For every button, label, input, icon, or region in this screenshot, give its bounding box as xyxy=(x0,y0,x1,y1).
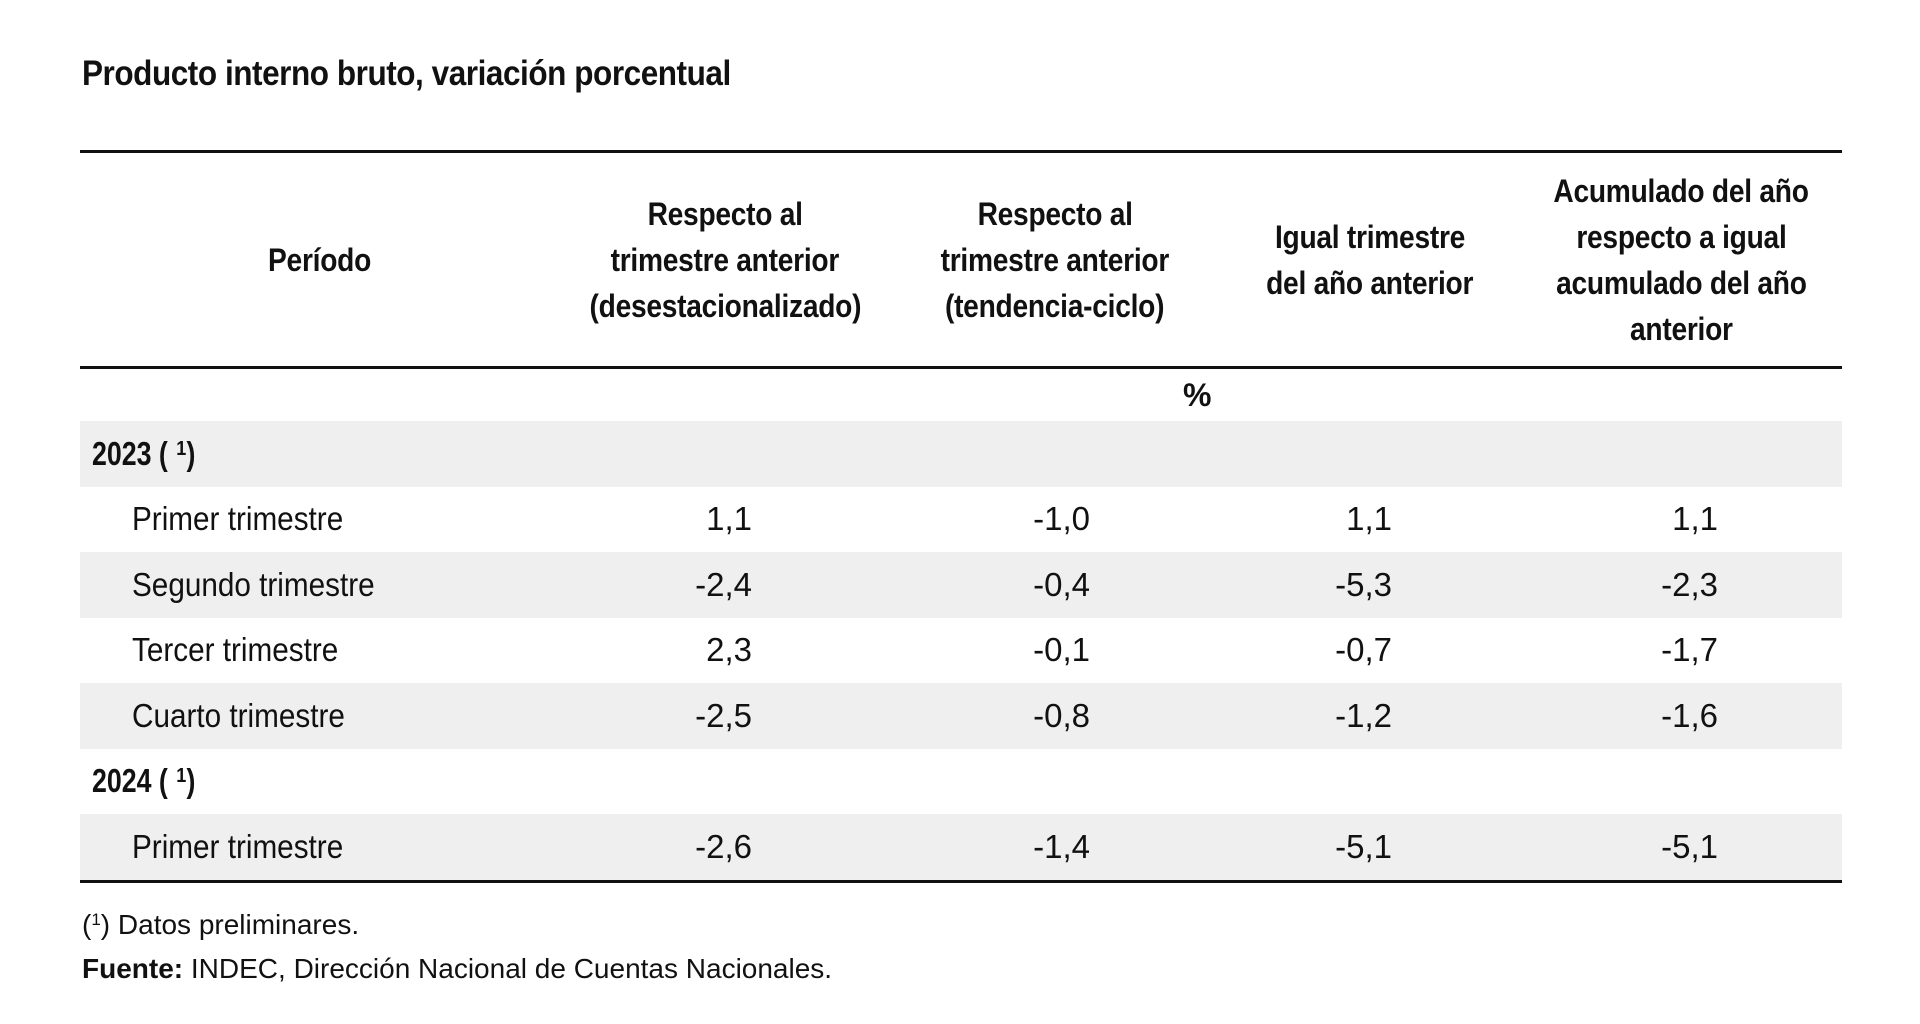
row-label: Primer trimestre xyxy=(132,827,344,865)
cell-desestacionalizado: -2,6 xyxy=(695,827,752,865)
table-header: Período Respecto al trimestre anterior (… xyxy=(80,153,1842,366)
table-row: Cuarto trimestre -2,5 -0,8 -1,2 -1,6 xyxy=(80,683,1842,749)
cell-tendencia-ciclo: -0,1 xyxy=(1033,631,1090,669)
footnote-preliminary: (1) Datos preliminares. xyxy=(82,909,360,940)
row-label: Cuarto trimestre xyxy=(132,696,345,734)
row-label: Primer trimestre xyxy=(132,500,344,538)
table-top-rule xyxy=(80,150,1842,153)
table-row: Tercer trimestre 2,3 -0,1 -0,7 -1,7 xyxy=(80,618,1842,684)
table-notes: (1) Datos preliminares. Fuente: INDEC, D… xyxy=(82,898,832,991)
table-bottom-rule xyxy=(80,879,1842,883)
cell-igual-trimestre: -5,3 xyxy=(1335,565,1392,603)
row-label: Segundo trimestre xyxy=(132,565,375,603)
header-respecto-desestacionalizado: Respecto al trimestre anterior (desestac… xyxy=(589,195,861,324)
cell-desestacionalizado: 1,1 xyxy=(706,500,752,538)
unit-label: % xyxy=(1183,377,1212,413)
cell-igual-trimestre: -0,7 xyxy=(1335,631,1392,669)
table-title: Producto interno bruto, variación porcen… xyxy=(82,54,731,93)
header-igual-trimestre: Igual trimestre del año anterior xyxy=(1266,218,1474,301)
cell-igual-trimestre: -1,2 xyxy=(1335,696,1392,734)
header-acumulado: Acumulado del año respecto a igual acumu… xyxy=(1553,172,1809,347)
year-label: 2024 (1) xyxy=(92,762,196,800)
year-label: 2023 (1) xyxy=(92,434,196,472)
cell-acumulado: -5,1 xyxy=(1661,827,1718,865)
row-label: Tercer trimestre xyxy=(132,631,339,669)
cell-desestacionalizado: -2,5 xyxy=(695,696,752,734)
cell-desestacionalizado: 2,3 xyxy=(706,631,752,669)
cell-tendencia-ciclo: -0,4 xyxy=(1033,565,1090,603)
cell-acumulado: -1,6 xyxy=(1661,696,1718,734)
cell-tendencia-ciclo: -1,4 xyxy=(1033,827,1090,865)
cell-tendencia-ciclo: -0,8 xyxy=(1033,696,1090,734)
table-row: Segundo trimestre -2,4 -0,4 -5,3 -2,3 xyxy=(80,552,1842,618)
header-rule xyxy=(80,366,1842,369)
cell-acumulado: -1,7 xyxy=(1661,631,1718,669)
cell-acumulado: 1,1 xyxy=(1672,500,1718,538)
table-row: Primer trimestre -2,6 -1,4 -5,1 -5,1 xyxy=(80,814,1842,880)
cell-igual-trimestre: -5,1 xyxy=(1335,827,1392,865)
gdp-table: Período Respecto al trimestre anterior (… xyxy=(80,150,1842,883)
year-row-2024: 2024 (1) xyxy=(80,749,1842,815)
unit-row: % xyxy=(80,369,1842,421)
source-note: Fuente: INDEC, Dirección Nacional de Cue… xyxy=(82,953,833,984)
cell-desestacionalizado: -2,4 xyxy=(695,565,752,603)
year-row-2023: 2023 (1) xyxy=(80,421,1842,487)
cell-igual-trimestre: 1,1 xyxy=(1346,500,1392,538)
header-respecto-tendencia-ciclo: Respecto al trimestre anterior (tendenci… xyxy=(940,195,1170,324)
header-periodo: Período xyxy=(268,241,372,278)
cell-acumulado: -2,3 xyxy=(1661,565,1718,603)
table-row: Primer trimestre 1,1 -1,0 1,1 1,1 xyxy=(80,487,1842,553)
cell-tendencia-ciclo: -1,0 xyxy=(1033,500,1090,538)
